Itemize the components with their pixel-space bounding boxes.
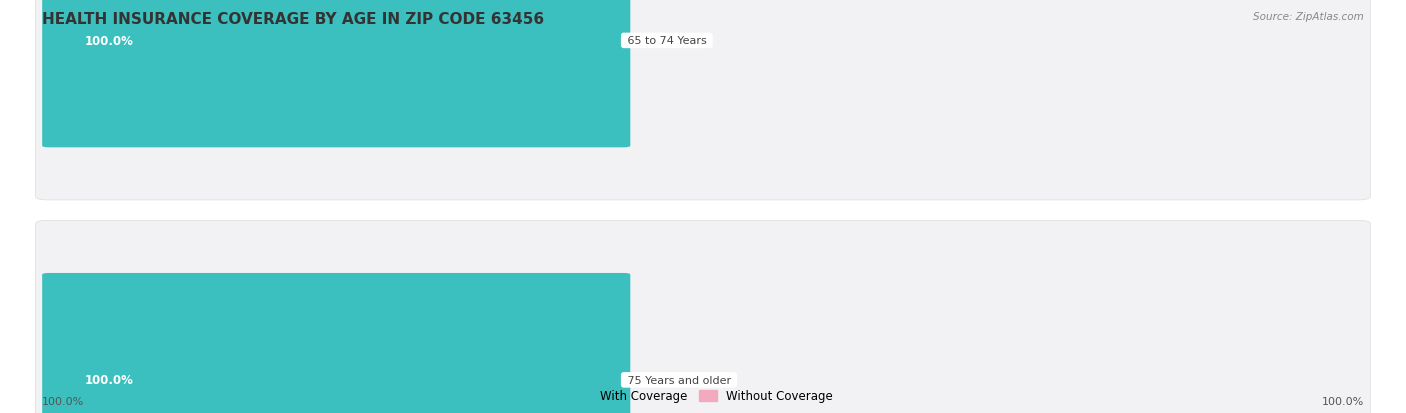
Text: 100.0%: 100.0% bbox=[84, 35, 134, 48]
Text: 0.0%: 0.0% bbox=[640, 373, 669, 387]
Text: 100.0%: 100.0% bbox=[84, 373, 134, 387]
Text: Source: ZipAtlas.com: Source: ZipAtlas.com bbox=[1253, 12, 1364, 22]
Text: 65 to 74 Years: 65 to 74 Years bbox=[624, 36, 710, 46]
FancyBboxPatch shape bbox=[42, 0, 630, 148]
Text: HEALTH INSURANCE COVERAGE BY AGE IN ZIP CODE 63456: HEALTH INSURANCE COVERAGE BY AGE IN ZIP … bbox=[42, 12, 544, 27]
Legend: With Coverage, Without Coverage: With Coverage, Without Coverage bbox=[568, 385, 838, 407]
Text: 75 Years and older: 75 Years and older bbox=[624, 375, 734, 385]
Text: 0.0%: 0.0% bbox=[640, 35, 669, 48]
FancyBboxPatch shape bbox=[35, 221, 1371, 413]
Text: 100.0%: 100.0% bbox=[1322, 396, 1364, 406]
FancyBboxPatch shape bbox=[35, 0, 1371, 200]
FancyBboxPatch shape bbox=[42, 273, 630, 413]
Text: 100.0%: 100.0% bbox=[42, 396, 84, 406]
